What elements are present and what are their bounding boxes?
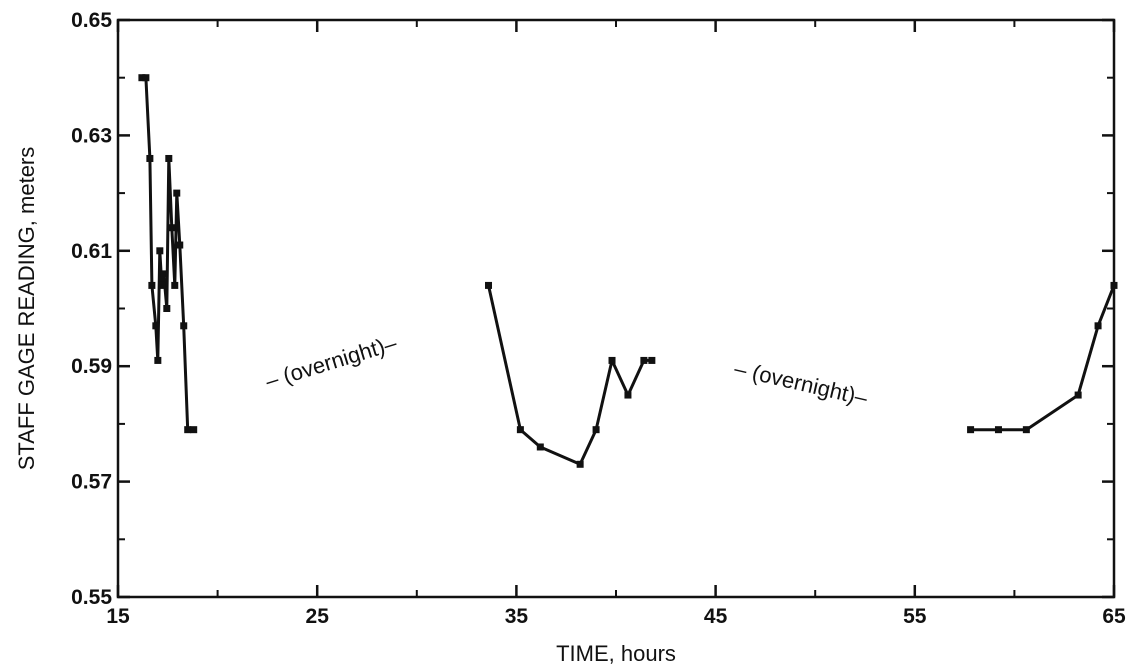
data-point	[158, 281, 166, 289]
data-point	[190, 426, 198, 434]
x-tick-label: 45	[704, 605, 728, 628]
series-layer	[138, 74, 1118, 468]
data-point	[152, 322, 160, 330]
y-tick-label: 0.61	[71, 240, 112, 263]
data-point	[592, 426, 600, 434]
series-line-1	[141, 76, 194, 432]
x-tick-label: 25	[306, 605, 330, 628]
data-point	[624, 391, 632, 399]
data-point	[163, 305, 171, 312]
data-point	[148, 281, 156, 289]
y-tick-label: 0.57	[71, 471, 112, 494]
data-point	[648, 356, 656, 364]
data-point	[994, 426, 1002, 434]
y-tick-label: 0.55	[71, 586, 112, 609]
axis-ticks	[116, 18, 1116, 599]
series-line-3	[970, 284, 1116, 432]
data-point	[146, 154, 154, 162]
data-point	[180, 322, 188, 330]
overnight-annotation: – (overnight)–	[732, 356, 871, 411]
data-point	[536, 443, 544, 451]
x-axis-title: TIME, hours	[556, 641, 676, 666]
data-point	[184, 426, 192, 434]
data-point	[485, 281, 493, 289]
y-tick-label: 0.65	[71, 9, 112, 32]
data-point	[1074, 391, 1082, 399]
data-point	[608, 356, 616, 364]
data-point	[156, 247, 164, 255]
data-point	[173, 189, 181, 197]
data-point	[176, 241, 184, 249]
x-tick-label: 15	[106, 605, 130, 628]
data-point	[967, 426, 975, 434]
data-point	[640, 356, 648, 364]
series-line-2	[487, 285, 652, 466]
data-point	[516, 426, 524, 434]
data-point	[160, 270, 168, 278]
data-point	[171, 281, 179, 289]
x-tick-label: 55	[903, 605, 927, 628]
x-tick-label: 65	[1102, 605, 1126, 628]
data-point	[165, 154, 173, 162]
data-point	[1094, 322, 1102, 330]
plot-frame	[116, 18, 1116, 599]
data-point	[142, 74, 150, 82]
data-point	[154, 356, 162, 364]
y-tick-label: 0.63	[71, 124, 112, 147]
y-axis-title: STAFF GAGE READING, meters	[14, 147, 39, 471]
data-point	[168, 224, 176, 232]
annotation-layer: – (overnight)– – (overnight)–	[262, 330, 870, 411]
data-point	[1110, 281, 1118, 289]
data-point	[576, 460, 584, 468]
data-point	[138, 74, 146, 82]
data-point	[1022, 426, 1030, 434]
overnight-annotation: – (overnight)–	[262, 330, 400, 394]
tick-labels: 15 25 35 45 55 65 0.55 0.57 0.59 0.61 0.63 0.65	[71, 9, 1126, 628]
x-tick-label: 35	[505, 605, 529, 628]
y-tick-label: 0.59	[71, 355, 112, 378]
